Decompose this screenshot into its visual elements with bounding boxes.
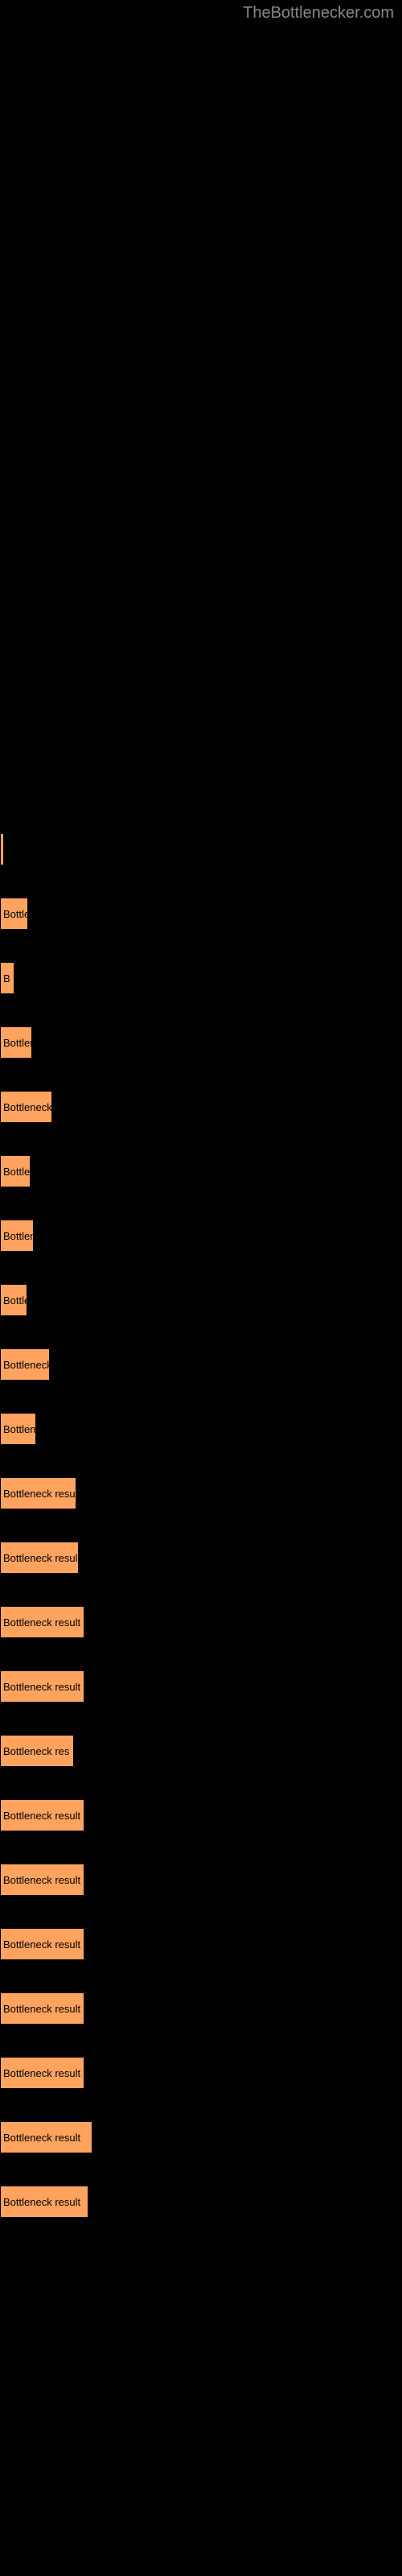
bar-label: Bottleneck result — [3, 1874, 80, 1886]
bar-row: Bottleneck resul — [0, 1542, 79, 1574]
bar-row: Bottleneck result — [0, 1799, 84, 1831]
bar: Bottleneck resul — [0, 1542, 79, 1574]
bar: Bottlene — [0, 1220, 34, 1252]
bar: Bottleneck result — [0, 1864, 84, 1896]
bar: Bottleneck — [0, 1091, 52, 1123]
bar-label: Bottleneck result — [3, 2003, 80, 2015]
bar: Bottleneck res — [0, 1735, 74, 1767]
bar-label: Bottleneck res — [3, 1745, 69, 1757]
bar-label: Bottle — [3, 908, 27, 920]
bar: Bottleneck result — [0, 1992, 84, 2025]
bar-label: Bottleneck result — [3, 1938, 80, 1951]
bar-row: Bottleneck result — [0, 2121, 92, 2153]
bar-label: Bottlen — [3, 1037, 31, 1049]
bar-row: Bottleneck result — [0, 1606, 84, 1638]
bar: Bottle — [0, 898, 28, 930]
bar-label: Bottle — [3, 1294, 27, 1307]
bar: Bottleneck resu — [0, 1477, 76, 1509]
bar-label: Bottleneck result — [3, 1810, 80, 1822]
bar: Bottlen — [0, 1026, 32, 1059]
bar-row: Bottleneck — [0, 1348, 50, 1381]
bar: Bottlen — [0, 1155, 31, 1187]
bar-label: Bottleneck — [3, 1101, 51, 1113]
bar: Bottleneck result — [0, 1670, 84, 1703]
bar-row: Bottlene — [0, 1220, 34, 1252]
bar-label: Bottleneck resu — [3, 1488, 76, 1500]
bar-row: Bottleneck result — [0, 1670, 84, 1703]
bar-row: Bottleneck result — [0, 2057, 84, 2089]
bar-row: Bottleneck result — [0, 1992, 84, 2025]
bar-label: Bottlene — [3, 1423, 35, 1435]
bar-row: Bottlene — [0, 1413, 36, 1445]
bar: Bottleneck result — [0, 1799, 84, 1831]
bar: Bottleneck result — [0, 2186, 88, 2218]
bar-label: Bottleneck result — [3, 2196, 80, 2208]
bar-row: Bottle — [0, 898, 28, 930]
bar-label: Bottleneck resul — [3, 1552, 78, 1564]
bar-label: Bottleneck result — [3, 1616, 80, 1629]
bar-row — [0, 833, 4, 865]
bar-label: Bottleneck result — [3, 1681, 80, 1693]
bar: B — [0, 962, 14, 994]
bar-row: Bottle — [0, 1284, 27, 1316]
bar-label: Bottleneck — [3, 1359, 49, 1371]
bar: Bottleneck result — [0, 1606, 84, 1638]
watermark-text: TheBottlenecker.com — [243, 4, 394, 23]
bar-row: Bottlen — [0, 1026, 32, 1059]
bar-row: Bottleneck result — [0, 1928, 84, 1960]
bar — [0, 833, 4, 865]
bar: Bottleneck result — [0, 2057, 84, 2089]
bar-label: Bottleneck result — [3, 2132, 80, 2144]
bar-row: Bottleneck res — [0, 1735, 74, 1767]
bar-label: Bottlene — [3, 1230, 33, 1242]
bar: Bottle — [0, 1284, 27, 1316]
chart-container: TheBottlenecker.com Bottle B Bottlen Bottle… — [0, 0, 402, 2576]
bar-label: Bottlen — [3, 1166, 30, 1178]
bar-row: B — [0, 962, 14, 994]
bar: Bottleneck — [0, 1348, 50, 1381]
bar-label: B — [3, 972, 10, 985]
bar: Bottleneck result — [0, 2121, 92, 2153]
bar-label: Bottleneck result — [3, 2067, 80, 2079]
bar-row: Bottlen — [0, 1155, 31, 1187]
bar-row: Bottleneck — [0, 1091, 52, 1123]
bar-row: Bottleneck resu — [0, 1477, 76, 1509]
bar: Bottlene — [0, 1413, 36, 1445]
bar-row: Bottleneck result — [0, 1864, 84, 1896]
bar-row: Bottleneck result — [0, 2186, 88, 2218]
bar: Bottleneck result — [0, 1928, 84, 1960]
